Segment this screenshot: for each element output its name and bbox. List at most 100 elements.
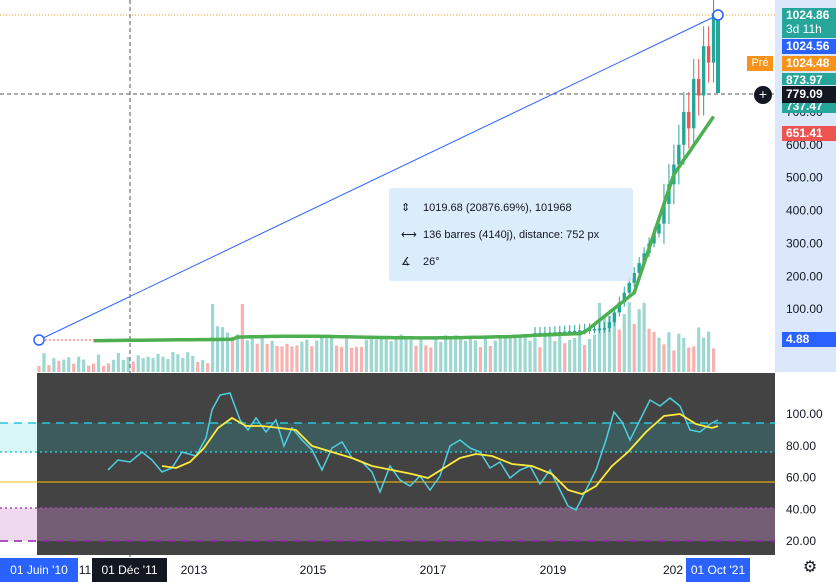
volume-bar [379,338,383,372]
trend-line[interactable] [38,14,719,341]
volume-bar [677,333,681,372]
ma-price-tag: 737.47 [782,103,836,113]
trend-line-start-handle[interactable] [33,334,45,346]
volume-bar [310,346,314,372]
volume-bar [359,346,363,372]
volume-bar [637,309,641,372]
volume-bar [245,340,249,372]
volume-bar [434,337,438,372]
cut-label-left: 11 [78,563,92,577]
volume-bar [141,358,145,372]
candle-body [577,330,582,332]
volume-bar [230,336,235,372]
volume-bar [697,327,701,372]
volume-bar [87,365,91,372]
volume-bar [37,366,41,372]
time-axis[interactable]: 2013 2015 2017 2019 [181,563,567,577]
volume-bar [121,359,125,372]
candle-body [692,79,696,129]
moving-average-line [93,115,716,343]
volume-bar [478,346,483,372]
premarket-label: Pré [747,56,773,71]
volume-bar [196,362,200,372]
volume-bar [106,363,111,372]
volume-bar [498,337,502,372]
volume-bar [77,356,81,372]
volume-bar [62,359,66,372]
volume-bar [702,337,706,372]
volume-bar [116,353,120,372]
volume-bar [181,357,185,372]
volume-bar [493,340,497,372]
volume-bar [454,335,458,372]
volume-bar [692,346,696,372]
measure-bars-text: 136 barres (4140j), distance: 752 px [423,229,600,241]
volume-bar [538,347,542,372]
volume-bar [563,343,567,372]
volume-bar [384,339,388,372]
price-tick-label: 300.00 [786,236,823,250]
volume-bar [463,340,468,372]
volume-bar [657,337,661,372]
volume-bar [429,347,433,372]
gear-icon[interactable]: ⚙ [802,559,818,576]
volume-bar [201,360,205,372]
volume-bar [592,334,597,372]
candle-body [632,272,636,283]
volume-bar [250,337,254,372]
volume-bar [330,336,334,372]
volume-bar [612,316,616,372]
crosshair-date-tag: 01 Déc '11 [92,558,167,582]
volume-bar [186,352,190,372]
volume-bar [404,336,408,372]
volume-bar [315,340,319,372]
volume-bar [548,336,552,372]
volume-bar [220,327,225,372]
volume-bar [305,339,309,372]
rsi-axis[interactable] [775,372,836,558]
volume-bar [503,337,507,372]
time-tick-label: 2019 [540,563,567,577]
volume-bar [682,337,686,372]
volume-bar [583,345,587,372]
volume-bar [374,339,378,372]
measure-info-box[interactable]: ⇕ 1019.68 (20876.69%), 101968 ⟷ 136 barres… [389,188,633,281]
volume-bar [235,334,239,372]
candle-body [607,322,612,329]
high-price-tag: 873.97 [782,73,836,85]
volume-bar [468,339,473,372]
price-tick-label: 200.00 [786,269,823,283]
volume-bar [597,302,602,372]
volume-bar [72,363,76,372]
volume-bar [409,339,413,372]
candle-body [627,282,631,293]
rsi-overbought-zone [0,423,775,452]
volume-bar [47,365,51,372]
volume-bar [533,337,537,372]
ma2-price-tag: 651.41 [782,126,836,141]
countdown-value: 3d 11h [786,22,822,36]
volume-bar [444,335,448,372]
volume-bar [354,346,359,372]
volume-bar [280,346,284,372]
volume-bar [508,337,512,372]
volume-bar [553,341,557,372]
volume-bar [151,357,155,372]
volume-bar [42,353,46,372]
volume-bar [126,356,130,372]
candle-body [706,46,711,63]
volume-bar [419,338,423,372]
volume-bar [687,347,691,372]
plus-circle-icon[interactable]: + [754,86,772,104]
volume-bar [414,345,418,372]
volume-bar [275,346,279,372]
candle-body [662,203,666,224]
trend-line-end-handle[interactable] [712,9,724,21]
volume-bar [568,339,572,372]
volume-bar [424,345,428,372]
last-candle [716,18,720,93]
candle-body [696,79,701,96]
rsi-tick-label: 60.00 [786,471,816,485]
volume-bar [191,355,195,372]
